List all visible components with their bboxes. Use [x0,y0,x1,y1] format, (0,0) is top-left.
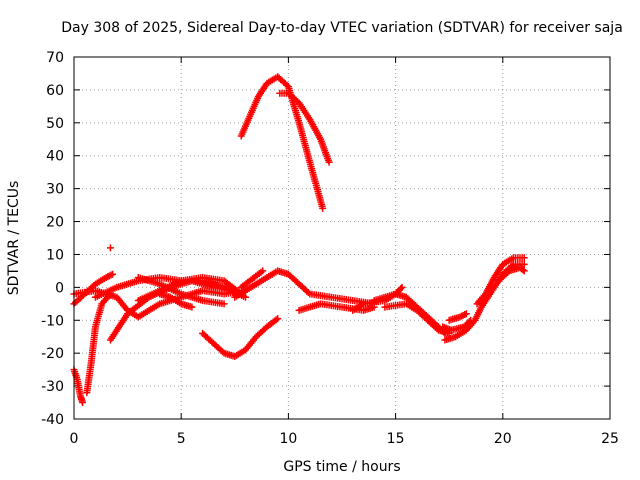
y-tick-label: 60 [46,83,64,99]
y-tick-label: 40 [46,149,64,165]
x-tick-label: 5 [177,431,186,447]
data-point [508,262,516,270]
data-point [520,260,528,268]
data-point [109,270,117,278]
data-point [259,267,267,275]
data-point [242,293,250,301]
y-tick-label: 0 [55,280,64,296]
data-point [304,289,312,297]
x-tick-label: 10 [279,431,297,447]
y-tick-label: 50 [46,116,64,132]
data-point [325,158,333,166]
data-point [272,316,280,324]
x-tick-label: 0 [70,431,79,447]
chart-title: Day 308 of 2025, Sidereal Day-to-day VTE… [61,20,623,36]
x-tick-label: 20 [494,431,512,447]
data-point [520,254,528,262]
data-point [462,310,470,318]
data-markers [70,73,528,407]
data-point [519,266,527,274]
data-point [106,244,114,252]
y-tick-label: -40 [41,412,64,428]
data-point [188,303,196,311]
plot-frame [73,56,611,420]
x-axis-label: GPS time / hours [283,459,400,475]
data-point [520,267,528,275]
data-point [274,315,282,323]
x-tick-label: 25 [601,431,619,447]
data-point [398,283,406,291]
x-tick-label: 15 [387,431,405,447]
data-point [319,204,327,212]
data-point [465,318,473,326]
y-tick-label: 70 [46,50,64,66]
y-tick-label: -10 [41,313,64,329]
grid-lines [74,57,610,419]
y-axis-label: SDTVAR / TECUs [6,181,22,296]
data-point [220,300,228,308]
y-tick-label: -20 [41,346,64,362]
y-tick-label: 30 [46,182,64,198]
y-tick-label: -30 [41,379,64,395]
data-point [79,399,87,407]
data-point [397,285,405,293]
y-tick-label: 20 [46,215,64,231]
data-point [467,316,475,324]
y-tick-label: 10 [46,247,64,263]
